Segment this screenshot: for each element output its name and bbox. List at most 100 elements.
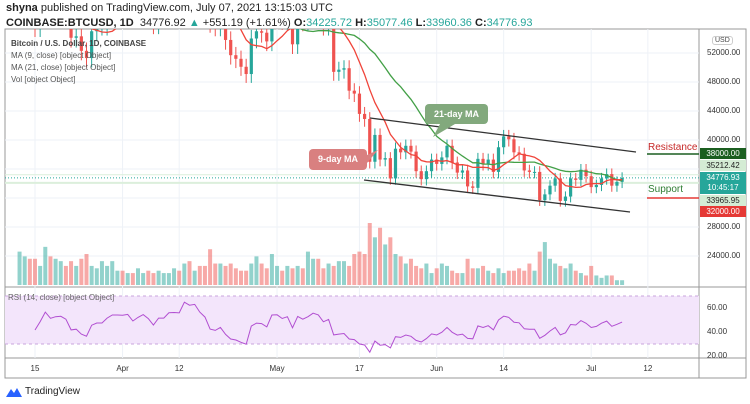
candle-body xyxy=(332,29,336,72)
candle-body xyxy=(347,68,351,91)
time-tick: May xyxy=(269,364,285,373)
candle-body xyxy=(466,170,470,187)
volume-bar xyxy=(27,258,32,285)
volume-bar xyxy=(450,270,455,285)
candle-body xyxy=(532,171,537,173)
candle-body xyxy=(476,158,480,188)
candle-body xyxy=(270,29,274,42)
bar-countdown: 10:45:17 xyxy=(707,183,739,192)
time-tick: 15 xyxy=(30,364,40,373)
candle-body xyxy=(615,181,619,186)
candle-body xyxy=(317,3,320,7)
candle-body xyxy=(33,2,36,27)
volume-bar xyxy=(197,265,202,285)
up-arrow-icon: ▲ xyxy=(188,17,200,29)
candle-body xyxy=(563,196,568,201)
volume-bar xyxy=(573,270,578,285)
candle-body xyxy=(327,19,330,26)
volume-bar xyxy=(470,268,475,285)
tradingview-logo-icon xyxy=(6,387,22,397)
last-price: 34776.92 xyxy=(139,17,186,29)
volume-bar xyxy=(110,261,115,285)
candle-body xyxy=(59,9,62,10)
candle-body xyxy=(100,25,103,26)
candle-body xyxy=(142,2,145,9)
volume-bar xyxy=(161,273,166,285)
volume-bar xyxy=(239,270,243,285)
volume-bar xyxy=(589,265,594,285)
volume-bar xyxy=(383,244,388,285)
volume-bar xyxy=(33,258,37,285)
price-tick: 40000.00 xyxy=(707,135,741,144)
candle-body xyxy=(265,32,269,42)
candle-body xyxy=(28,0,31,2)
rsi-tick: 40.00 xyxy=(707,327,728,336)
candle-body xyxy=(79,36,83,51)
ohlc-bar: COINBASE:BTCUSD, 1D 34776.92 ▲ +551.19 (… xyxy=(6,17,533,29)
volume-bar xyxy=(594,275,599,285)
volume-bar xyxy=(151,273,156,285)
time-tick: 12 xyxy=(643,364,653,373)
close-value: 34776.93 xyxy=(486,17,533,29)
candle-body xyxy=(74,36,78,38)
candle-body xyxy=(538,171,542,201)
candle-body xyxy=(404,145,408,153)
volume-bar xyxy=(372,237,377,285)
volume-bar xyxy=(439,263,444,285)
volume-bar xyxy=(218,263,223,285)
volume-bar xyxy=(136,268,140,285)
candle-body xyxy=(393,148,398,179)
ma9-callout-pointer xyxy=(367,150,378,163)
candle-body xyxy=(553,178,557,186)
candle-body xyxy=(471,186,475,188)
candle-body xyxy=(131,2,134,16)
volume-bar xyxy=(228,263,233,285)
volume-bar xyxy=(295,265,300,285)
volume-bar xyxy=(522,270,527,285)
legend-ma9[interactable]: MA (9, close) [object Object] xyxy=(11,51,112,60)
low-value: 33960.36 xyxy=(426,17,472,29)
legend-ma21[interactable]: MA (21, close) [object Object] xyxy=(11,63,116,72)
candle-body xyxy=(69,29,73,38)
volume-bar xyxy=(558,265,563,285)
volume-bar xyxy=(156,270,161,285)
candle-body xyxy=(116,4,119,5)
candle-body xyxy=(594,184,598,188)
legend-rsi[interactable]: RSI (14, close) [object Object] xyxy=(8,293,115,302)
ma21-callout: 21-day MA xyxy=(425,104,488,124)
volume-bar xyxy=(99,261,104,285)
open-value: 34225.72 xyxy=(306,17,353,29)
tradingview-logo[interactable]: TradingView xyxy=(6,386,80,397)
volume-bar xyxy=(424,263,429,285)
volume-bar xyxy=(254,256,259,285)
ma9-line xyxy=(90,29,623,189)
volume-bar xyxy=(511,270,516,285)
candle-body xyxy=(579,169,583,180)
candle-body xyxy=(445,145,449,158)
volume-bar xyxy=(259,263,264,285)
volume-bar xyxy=(455,273,460,285)
resistance-note: Resistance xyxy=(648,142,698,153)
volume-bar xyxy=(316,258,321,285)
candle-body xyxy=(249,38,253,75)
volume-bar xyxy=(460,273,465,285)
legend-volume[interactable]: Vol [object Object] xyxy=(11,75,76,84)
volume-bar xyxy=(223,265,228,285)
price-tick: 48000.00 xyxy=(707,77,741,86)
volume-bar xyxy=(367,223,372,285)
publisher-name: shyna xyxy=(6,2,38,14)
candle-body xyxy=(502,136,506,148)
rsi-tick: 20.00 xyxy=(707,351,728,360)
volume-bar xyxy=(336,261,341,285)
candle-body xyxy=(44,3,47,18)
candle-body xyxy=(306,14,309,21)
volume-bar xyxy=(120,270,125,285)
currency-button[interactable]: USD xyxy=(712,36,733,45)
time-tick: 17 xyxy=(354,364,364,373)
chart-legend: Bitcoin / U.S. Dollar, 1D, COINBASE MA (… xyxy=(11,38,146,86)
volume-bar xyxy=(233,268,238,285)
candle-body xyxy=(64,9,67,14)
volume-bar xyxy=(202,265,207,285)
candle-body xyxy=(312,3,315,14)
